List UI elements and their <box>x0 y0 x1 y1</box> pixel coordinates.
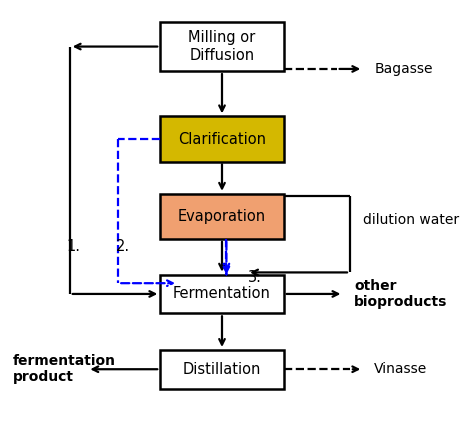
Text: fermentation
product: fermentation product <box>12 354 116 385</box>
Text: 3.: 3. <box>247 270 262 285</box>
FancyBboxPatch shape <box>160 22 284 71</box>
Text: Bagasse: Bagasse <box>374 62 433 76</box>
Text: Evaporation: Evaporation <box>178 209 266 224</box>
Text: Clarification: Clarification <box>178 132 266 146</box>
Text: Vinasse: Vinasse <box>374 362 428 376</box>
Text: 1.: 1. <box>67 239 81 254</box>
FancyBboxPatch shape <box>160 350 284 388</box>
Text: other
bioproducts: other bioproducts <box>355 279 448 309</box>
Text: dilution water: dilution water <box>363 213 459 227</box>
Text: Milling or
Diffusion: Milling or Diffusion <box>188 30 255 63</box>
FancyBboxPatch shape <box>160 275 284 313</box>
Text: Distillation: Distillation <box>183 362 261 377</box>
Text: Fermentation: Fermentation <box>173 287 271 301</box>
Text: 2.: 2. <box>116 239 130 254</box>
FancyBboxPatch shape <box>160 194 284 239</box>
FancyBboxPatch shape <box>160 116 284 162</box>
